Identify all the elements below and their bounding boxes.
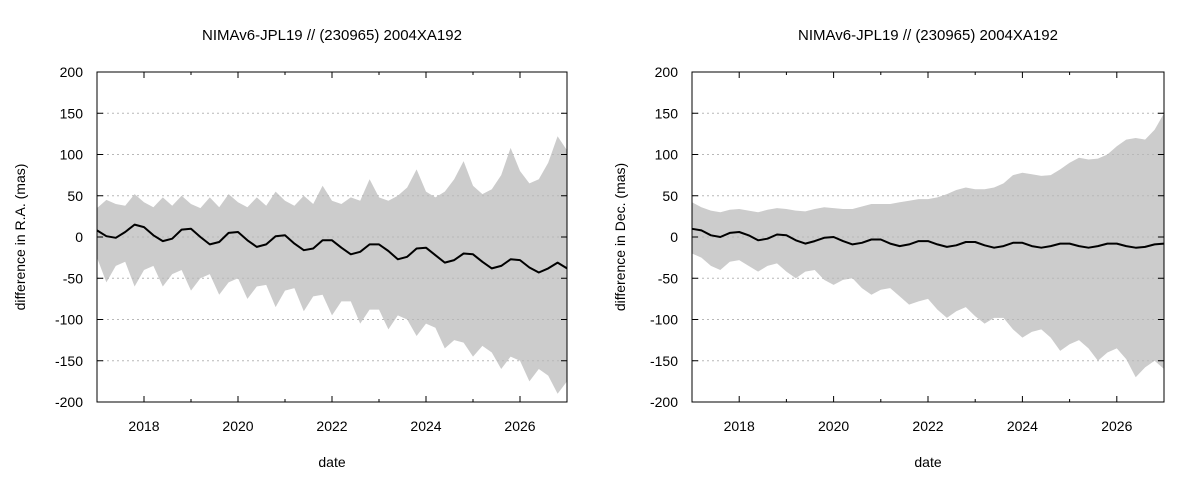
y-tick-label: 50 xyxy=(662,188,678,204)
x-axis-label: date xyxy=(914,454,941,470)
x-tick-label: 2024 xyxy=(410,418,441,434)
y-tick-label: 150 xyxy=(60,105,84,121)
chart-title: NIMAv6-JPL19 // (230965) 2004XA192 xyxy=(202,27,462,44)
y-tick-label: -50 xyxy=(658,270,678,286)
x-tick-label: 2026 xyxy=(1101,418,1132,434)
x-tick-label: 2018 xyxy=(128,418,159,434)
y-tick-label: 100 xyxy=(655,147,679,163)
y-tick-label: -100 xyxy=(55,312,83,328)
y-tick-label: 200 xyxy=(60,64,84,80)
y-tick-label: 0 xyxy=(670,229,678,245)
uncertainty-band xyxy=(692,113,1164,378)
x-tick-label: 2020 xyxy=(818,418,849,434)
y-tick-label: -150 xyxy=(55,353,83,369)
x-tick-label: 2024 xyxy=(1007,418,1038,434)
y-tick-label: -200 xyxy=(650,394,678,410)
x-tick-label: 2018 xyxy=(724,418,755,434)
y-tick-label: 0 xyxy=(75,229,83,245)
difference-line xyxy=(691,227,1165,249)
x-tick-label: 2026 xyxy=(504,418,535,434)
y-tick-label: 100 xyxy=(60,147,84,163)
difference-line xyxy=(96,223,568,274)
y-tick-label: -200 xyxy=(55,394,83,410)
x-tick-label: 2020 xyxy=(222,418,253,434)
y-tick-label: -100 xyxy=(650,312,678,328)
y-axis-label: difference in R.A. (mas) xyxy=(12,164,28,311)
y-tick-label: -150 xyxy=(650,353,678,369)
x-axis-label: date xyxy=(318,454,345,470)
y-axis-label: difference in Dec. (mas) xyxy=(612,163,628,311)
uncertainty-band xyxy=(97,136,567,394)
x-tick-label: 2022 xyxy=(316,418,347,434)
y-tick-label: 200 xyxy=(655,64,679,80)
chart-title: NIMAv6-JPL19 // (230965) 2004XA192 xyxy=(798,27,1058,44)
y-tick-label: 150 xyxy=(655,105,679,121)
x-tick-label: 2022 xyxy=(912,418,943,434)
y-tick-label: 50 xyxy=(67,188,83,204)
ra-difference-panel: NIMAv6-JPL19 // (230965) 2004XA192 -200 -1… xyxy=(12,27,568,470)
dec-difference-panel: NIMAv6-JPL19 // (230965) 2004XA192 -200 -1… xyxy=(612,27,1165,470)
y-tick-label: -50 xyxy=(63,270,83,286)
